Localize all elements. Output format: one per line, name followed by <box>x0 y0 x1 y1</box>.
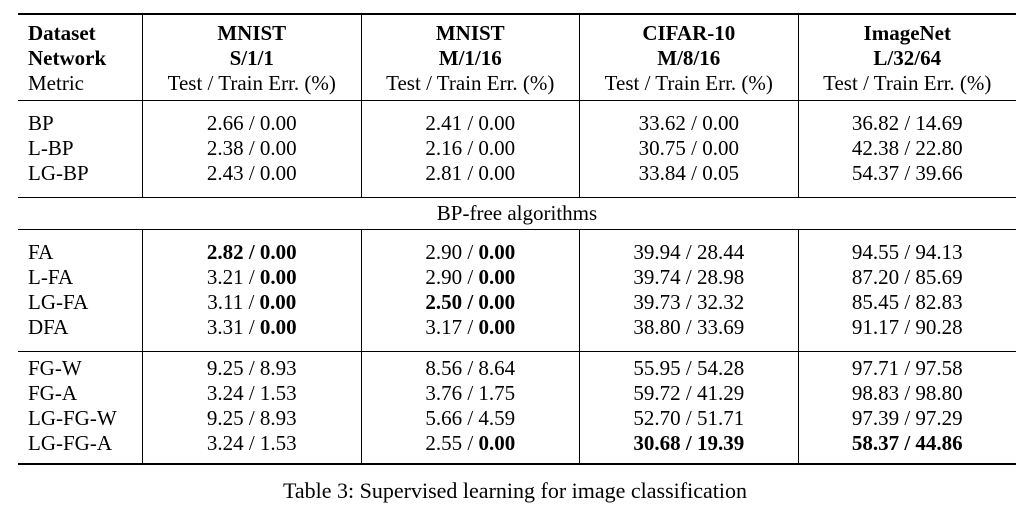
value-cell: 30.68 / 19.39 <box>579 431 799 465</box>
data-row: L-FA 3.21 / 0.00 2.90 / 0.00 39.74 / 28.98 8… <box>18 265 1016 290</box>
section-title-row: BP-free algorithms <box>18 197 1016 230</box>
header-cell: ImageNet <box>797 13 1016 46</box>
data-row: LG-FG-W 9.25 / 8.93 5.66 / 4.59 52.70 / 51.… <box>18 406 1016 431</box>
value-cell: 9.25 / 8.93 <box>142 351 362 381</box>
value-cell: 2.38 / 0.00 <box>142 136 362 161</box>
value-cell: 33.84 / 0.05 <box>579 161 799 198</box>
row-label: FG-W <box>18 351 143 381</box>
header-cell: M/1/16 <box>360 46 580 71</box>
header-cell: Test / Train Err. (%) <box>360 71 580 101</box>
value-cell: 2.81 / 0.00 <box>360 161 580 198</box>
value-cell: 94.55 / 94.13 <box>797 229 1016 265</box>
header-cell: Metric <box>28 71 84 95</box>
row-label: FG-A <box>28 381 78 405</box>
row-label: DFA <box>28 315 69 339</box>
value-cell: 2.55 / 0.00 <box>360 431 580 465</box>
value-cell: 39.73 / 32.32 <box>579 290 799 315</box>
header-cell: MNIST <box>360 13 580 46</box>
value-cell: 85.45 / 82.83 <box>797 290 1016 315</box>
results-table: Dataset MNIST MNIST CIFAR-10 ImageNet Network… <box>18 13 1016 465</box>
row-label: FA <box>18 229 143 265</box>
value-cell: 33.62 / 0.00 <box>579 100 799 136</box>
header-cell: M/8/16 <box>579 46 799 71</box>
row-label: LG-BP <box>28 161 89 185</box>
value-cell: 3.31 / 0.00 <box>142 315 362 352</box>
value-cell: 59.72 / 41.29 <box>579 381 799 406</box>
value-cell: 55.95 / 54.28 <box>579 351 799 381</box>
data-row: FG-A 3.24 / 1.53 3.76 / 1.75 59.72 / 41.29 9… <box>18 381 1016 406</box>
data-row: FG-W 9.25 / 8.93 8.56 / 8.64 55.95 / 54.28 9… <box>18 351 1016 381</box>
row-label: LG-FG-A <box>18 431 143 465</box>
value-cell: 2.16 / 0.00 <box>360 136 580 161</box>
value-cell: 2.66 / 0.00 <box>142 100 362 136</box>
header-row: Network S/1/1 M/1/16 M/8/16 L/32/64 <box>18 46 1016 71</box>
header-cell: Test / Train Err. (%) <box>797 71 1016 101</box>
value-cell: 3.21 / 0.00 <box>142 265 362 290</box>
data-row: L-BP 2.38 / 0.00 2.16 / 0.00 30.75 / 0.00 42… <box>18 136 1016 161</box>
value-cell: 2.41 / 0.00 <box>360 100 580 136</box>
data-row: DFA 3.31 / 0.00 3.17 / 0.00 38.80 / 33.69 91… <box>18 315 1016 352</box>
value-cell: 3.17 / 0.00 <box>360 315 580 352</box>
value-cell: 87.20 / 85.69 <box>797 265 1016 290</box>
value-cell: 42.38 / 22.80 <box>797 136 1016 161</box>
value-cell: 39.74 / 28.98 <box>579 265 799 290</box>
header-row: Metric Test / Train Err. (%) Test / Train … <box>18 71 1016 101</box>
row-label: LG-FG-W <box>28 406 117 430</box>
header-cell: S/1/1 <box>142 46 362 71</box>
header-cell: MNIST <box>142 13 362 46</box>
value-cell: 2.90 / 0.00 <box>360 229 580 265</box>
section-title: BP-free algorithms <box>18 197 1016 230</box>
value-cell: 98.83 / 98.80 <box>797 381 1016 406</box>
value-cell: 2.43 / 0.00 <box>142 161 362 198</box>
data-row: LG-FG-A 3.24 / 1.53 2.55 / 0.00 30.68 / 19.… <box>18 431 1016 465</box>
header-cell: CIFAR-10 <box>579 13 799 46</box>
header-cell: Dataset <box>18 13 143 46</box>
value-cell: 2.90 / 0.00 <box>360 265 580 290</box>
value-cell: 9.25 / 8.93 <box>142 406 362 431</box>
value-cell: 3.24 / 1.53 <box>142 431 362 465</box>
value-cell: 8.56 / 8.64 <box>360 351 580 381</box>
value-cell: 36.82 / 14.69 <box>797 100 1016 136</box>
value-cell: 38.80 / 33.69 <box>579 315 799 352</box>
caption: Table 3: Supervised learning for image c… <box>283 478 747 503</box>
data-row: LG-FA 3.11 / 0.00 2.50 / 0.00 39.73 / 32.32… <box>18 290 1016 315</box>
value-cell: 3.11 / 0.00 <box>142 290 362 315</box>
value-cell: 3.76 / 1.75 <box>360 381 580 406</box>
header-cell: Network <box>28 46 107 70</box>
value-cell: 5.66 / 4.59 <box>360 406 580 431</box>
value-cell: 58.37 / 44.86 <box>797 431 1016 465</box>
value-cell: 52.70 / 51.71 <box>579 406 799 431</box>
row-label: LG-FA <box>28 290 89 314</box>
header-cell: L/32/64 <box>797 46 1016 71</box>
row-label: L-BP <box>28 136 74 160</box>
header-cell: Test / Train Err. (%) <box>142 71 362 101</box>
data-row: FA 2.82 / 0.00 2.90 / 0.00 39.94 / 28.44 94.… <box>18 229 1016 265</box>
row-label: L-FA <box>28 265 74 289</box>
value-cell: 30.75 / 0.00 <box>579 136 799 161</box>
value-cell: 2.50 / 0.00 <box>360 290 580 315</box>
value-cell: 97.39 / 97.29 <box>797 406 1016 431</box>
header-cell: Test / Train Err. (%) <box>579 71 799 101</box>
value-cell: 91.17 / 90.28 <box>797 315 1016 352</box>
value-cell: 3.24 / 1.53 <box>142 381 362 406</box>
data-row: BP 2.66 / 0.00 2.41 / 0.00 33.62 / 0.00 36.8… <box>18 100 1016 136</box>
value-cell: 39.94 / 28.44 <box>579 229 799 265</box>
data-row: LG-BP 2.43 / 0.00 2.81 / 0.00 33.84 / 0.05 5… <box>18 161 1016 198</box>
header-row: Dataset MNIST MNIST CIFAR-10 ImageNet <box>18 13 1016 46</box>
value-cell: 2.82 / 0.00 <box>142 229 362 265</box>
value-cell: 54.37 / 39.66 <box>797 161 1016 198</box>
row-label: BP <box>18 100 143 136</box>
value-cell: 97.71 / 97.58 <box>797 351 1016 381</box>
